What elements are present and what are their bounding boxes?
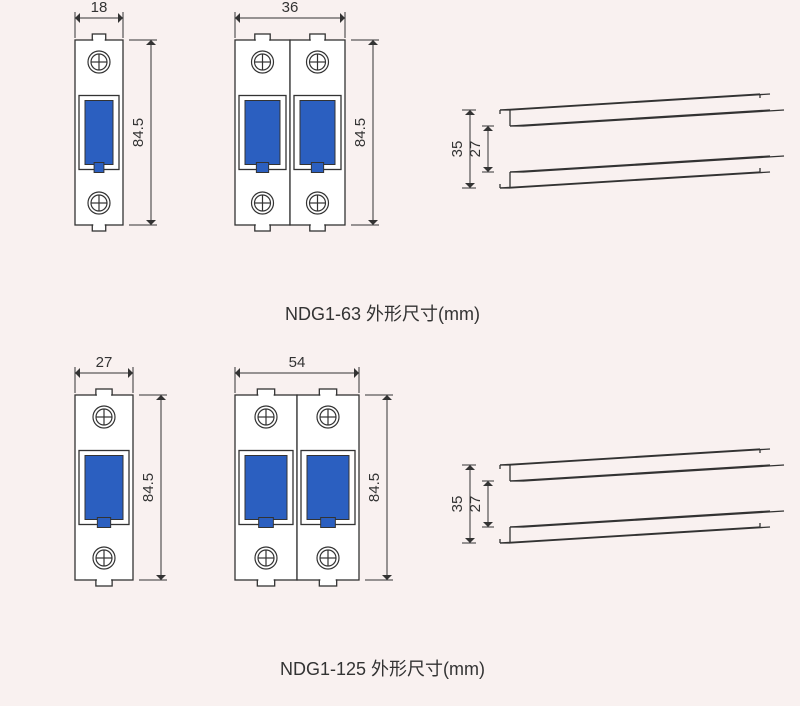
svg-text:36: 36 (282, 0, 299, 16)
svg-text:18: 18 (91, 0, 108, 16)
single-pole-device: 18 84.5 (75, 0, 157, 231)
svg-text:35: 35 (449, 141, 466, 158)
svg-text:84.5: 84.5 (130, 118, 147, 147)
svg-text:54: 54 (289, 354, 306, 371)
svg-text:84.5: 84.5 (352, 118, 369, 147)
svg-text:27: 27 (467, 141, 484, 158)
svg-text:35: 35 (449, 496, 466, 513)
svg-text:84.5: 84.5 (366, 473, 383, 502)
double-pole-device: 36 84.5 (235, 0, 379, 231)
svg-text:27: 27 (96, 354, 113, 371)
din-rail-profile: 3527 (449, 449, 784, 543)
svg-text:84.5: 84.5 (140, 473, 157, 502)
technical-drawing: 1884.53684.535272784.55484.53527 (0, 0, 800, 706)
section-caption: NDG1-63 外形尺寸(mm) (285, 300, 480, 326)
svg-text:27: 27 (467, 496, 484, 513)
section-caption: NDG1-125 外形尺寸(mm) (280, 655, 485, 681)
double-pole-device: 54 84.5 (235, 354, 393, 586)
din-rail-profile: 3527 (449, 94, 784, 188)
single-pole-device: 27 84.5 (75, 354, 167, 586)
